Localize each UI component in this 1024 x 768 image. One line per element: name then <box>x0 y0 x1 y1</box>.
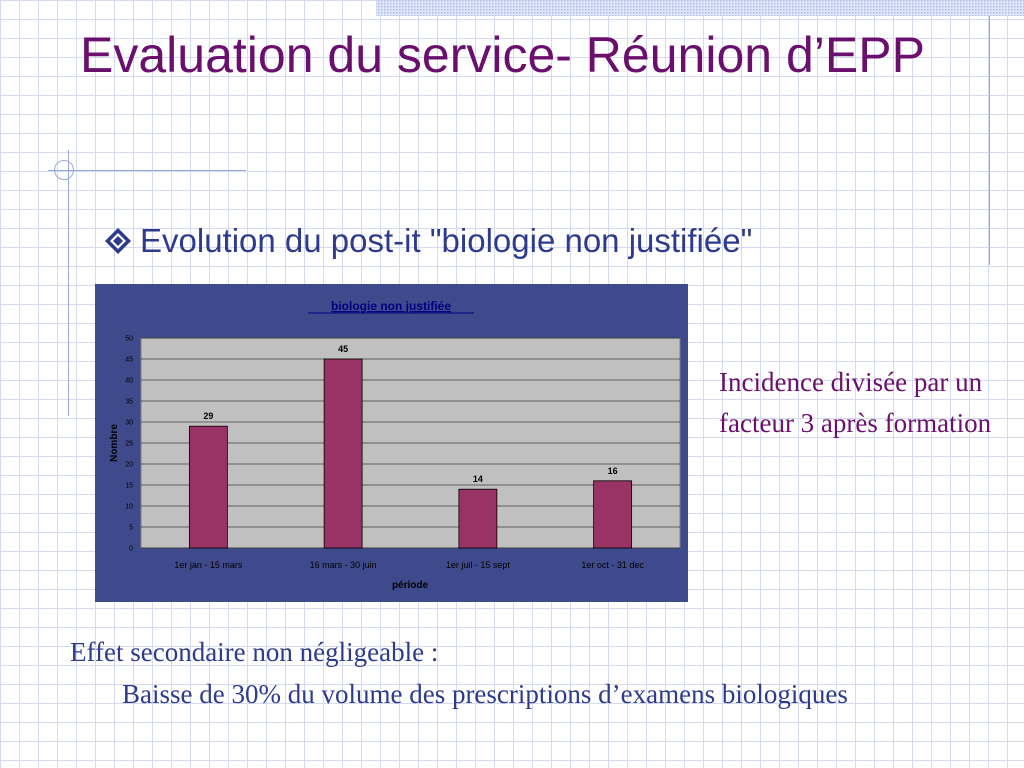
y-tick-label: 0 <box>129 546 133 553</box>
decorative-vertical-line-right <box>989 0 990 265</box>
footer-heading: Effet secondaire non négligeable : <box>70 637 439 667</box>
footer-detail: Baisse de 30% du volume des prescription… <box>122 679 848 709</box>
gridlines <box>141 337 680 549</box>
chart-container: biologie non justifiée 0 5 10 15 20 25 30 35 40 4… <box>95 284 688 602</box>
bar-data-label: 16 <box>608 466 618 476</box>
decorative-circle <box>54 160 74 180</box>
x-category-label: 1er jan - 15 mars <box>174 560 243 570</box>
bar-data-label: 29 <box>203 411 213 421</box>
bullet-text: Evolution du post-it "biologie non justi… <box>140 222 753 259</box>
bar <box>323 358 363 549</box>
bar <box>458 488 498 549</box>
y-tick-label: 35 <box>125 399 133 406</box>
x-axis-label: période <box>392 580 429 591</box>
x-category-label: 16 mars - 30 juin <box>310 560 377 570</box>
bar-data-label: 45 <box>338 344 348 354</box>
y-tick-label: 20 <box>125 462 133 469</box>
bar-data-label: 14 <box>473 474 483 484</box>
y-axis-label: Nombre <box>109 424 120 462</box>
bars: 29 45 14 16 <box>188 344 633 549</box>
bar <box>593 480 633 549</box>
y-axis-ticks: 0 5 10 15 20 25 30 35 40 45 50 <box>125 336 133 553</box>
bullet-item: Evolution du post-it "biologie non justi… <box>104 222 924 260</box>
x-category-label: 1er oct - 31 dec <box>581 560 644 570</box>
bar <box>188 425 228 549</box>
chart-title: biologie non justifiée <box>331 299 451 313</box>
y-tick-label: 15 <box>125 483 133 490</box>
annotation-note: Incidence divisée par un facteur 3 après… <box>719 367 992 438</box>
y-tick-label: 50 <box>125 336 133 343</box>
y-tick-label: 30 <box>125 420 133 427</box>
y-tick-label: 10 <box>125 504 133 511</box>
x-category-label: 1er juil - 15 sept <box>446 560 511 570</box>
bar-chart: biologie non justifiée 0 5 10 15 20 25 30 35 40 4… <box>109 299 681 591</box>
slide-title: Evaluation du service- Réunion d’EPP <box>80 27 925 83</box>
y-tick-label: 5 <box>129 525 133 532</box>
diamond-bullet-icon <box>105 228 131 254</box>
y-tick-label: 45 <box>125 357 133 364</box>
y-tick-label: 40 <box>125 378 133 385</box>
top-dotted-band <box>376 0 1024 16</box>
decorative-vertical-line-left <box>68 150 69 416</box>
y-tick-label: 25 <box>125 441 133 448</box>
x-axis-categories: 1er jan - 15 mars 16 mars - 30 juin 1er ju… <box>174 560 644 570</box>
decorative-horizontal-line <box>48 170 246 171</box>
